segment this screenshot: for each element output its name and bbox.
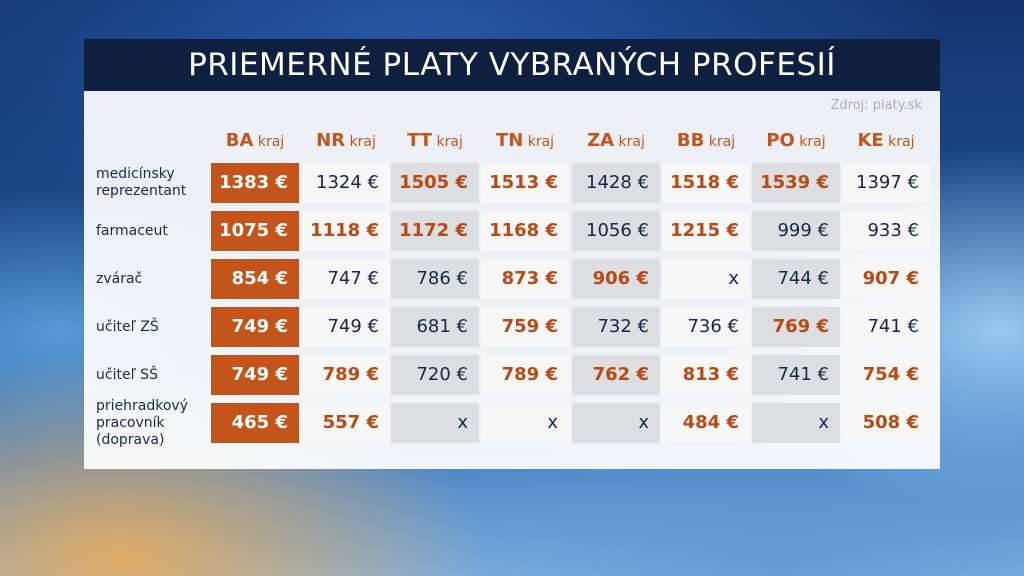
- salary-cell: 1215 €: [662, 211, 750, 251]
- salary-cell: 484 €: [662, 403, 750, 443]
- column-code: KE: [857, 130, 884, 151]
- salary-cell: 1118 €: [302, 211, 390, 251]
- salary-cell: 744 €: [752, 259, 840, 299]
- column-suffix: kraj: [253, 134, 285, 150]
- table-row: zvárač 854 €747 €786 €873 €906 € x 744 €907…: [84, 259, 940, 299]
- column-header-bb: BB kraj: [662, 127, 750, 155]
- table-row: medicínsky reprezentant 1383 €1324 €1505 …: [84, 163, 940, 203]
- salary-cell: 1428 €: [572, 163, 660, 203]
- salary-cell: 762 €: [572, 355, 660, 395]
- salary-cell: 754 €: [842, 355, 930, 395]
- salary-cell: 749 €: [302, 307, 390, 347]
- salary-cell: x: [752, 403, 840, 443]
- column-code: BB: [676, 130, 705, 151]
- column-code: TN: [495, 130, 524, 151]
- salary-cell: 681 €: [391, 307, 479, 347]
- salary-cell: 508 €: [842, 403, 930, 443]
- column-header-ba: BA kraj: [211, 127, 299, 155]
- row-label: zvárač: [96, 270, 143, 287]
- salary-cell: 1168 €: [481, 211, 569, 251]
- salary-cell: 873 €: [481, 259, 569, 299]
- salary-cell: 741 €: [842, 307, 930, 347]
- column-suffix: kraj: [614, 134, 645, 150]
- salary-cell: 789 €: [302, 355, 390, 395]
- salary-cell: 759 €: [481, 307, 569, 347]
- salary-cell: x: [391, 403, 479, 443]
- salary-cell: 736 €: [662, 307, 750, 347]
- salary-panel: PRIEMERNÉ PLATY VYBRANÝCH PROFESIÍ Zdroj…: [84, 39, 940, 469]
- salary-cell: 1397 €: [842, 163, 930, 203]
- salary-cell: 720 €: [391, 355, 479, 395]
- column-header-ke: KE kraj: [842, 127, 930, 155]
- salary-cell: 732 €: [572, 307, 660, 347]
- salary-cell: 1539 €: [752, 163, 840, 203]
- column-header-nr: NR kraj: [302, 127, 390, 155]
- table-row: priehradkový pracovník (doprava) 465 €557…: [84, 398, 940, 448]
- salary-cell: 1056 €: [572, 211, 660, 251]
- table-row: učiteľ ZŠ 749 €749 €681 €759 €732 €736 €7…: [84, 307, 940, 347]
- salary-cell: 1518 €: [662, 163, 750, 203]
- salary-cell: 747 €: [302, 259, 390, 299]
- page-title: PRIEMERNÉ PLATY VYBRANÝCH PROFESIÍ: [84, 39, 940, 91]
- row-label: priehradkový pracovník (doprava): [96, 397, 188, 448]
- salary-cell: 813 €: [662, 355, 750, 395]
- salary-cell: 789 €: [481, 355, 569, 395]
- column-suffix: kraj: [883, 134, 915, 150]
- row-label: medicínsky reprezentant: [96, 166, 187, 199]
- salary-cell: 907 €: [842, 259, 930, 299]
- row-label: farmaceut: [96, 222, 168, 239]
- table-row: učiteľ SŠ 749 €789 €720 €789 €762 €813 €7…: [84, 355, 940, 395]
- salary-cell: 557 €: [302, 403, 390, 443]
- column-suffix: kraj: [523, 134, 555, 150]
- column-header-za: ZA kraj: [572, 127, 660, 155]
- salary-cell: 1324 €: [302, 163, 390, 203]
- salary-cell: 1383 €: [211, 163, 299, 203]
- column-header-tn: TN kraj: [481, 127, 569, 155]
- salary-cell: 749 €: [211, 355, 299, 395]
- salary-cell: 854 €: [211, 259, 299, 299]
- salary-cell: 1513 €: [481, 163, 569, 203]
- salary-cell: 1505 €: [391, 163, 479, 203]
- column-code: ZA: [587, 130, 615, 151]
- salary-cell: 1172 €: [391, 211, 479, 251]
- column-header-tt: TT kraj: [391, 127, 479, 155]
- row-label: učiteľ ZŠ: [96, 318, 159, 335]
- table-row: farmaceut 1075 €1118 €1172 €1168 €1056 €1…: [84, 211, 940, 251]
- column-code: BA: [225, 130, 254, 151]
- salary-cell: x: [662, 259, 750, 299]
- column-code: TT: [407, 130, 433, 151]
- column-code: PO: [766, 130, 795, 151]
- salary-cell: 999 €: [752, 211, 840, 251]
- salary-cell: 933 €: [842, 211, 930, 251]
- salary-cell: x: [481, 403, 569, 443]
- salary-table: Zdroj: platy.sk BA kraj NR kraj TT kraj TN …: [84, 91, 940, 469]
- column-suffix: kraj: [794, 134, 826, 150]
- salary-cell: 1075 €: [211, 211, 299, 251]
- salary-cell: x: [572, 403, 660, 443]
- salary-cell: 741 €: [752, 355, 840, 395]
- salary-cell: 749 €: [211, 307, 299, 347]
- salary-cell: 465 €: [211, 403, 299, 443]
- salary-cell: 769 €: [752, 307, 840, 347]
- column-code: NR: [316, 130, 346, 151]
- salary-cell: 906 €: [572, 259, 660, 299]
- column-header-po: PO kraj: [752, 127, 840, 155]
- source-note: Zdroj: platy.sk: [830, 98, 923, 113]
- row-label: učiteľ SŠ: [96, 366, 159, 383]
- salary-cell: 786 €: [391, 259, 479, 299]
- column-suffix: kraj: [704, 134, 736, 150]
- column-suffix: kraj: [345, 134, 376, 150]
- column-suffix: kraj: [432, 134, 463, 150]
